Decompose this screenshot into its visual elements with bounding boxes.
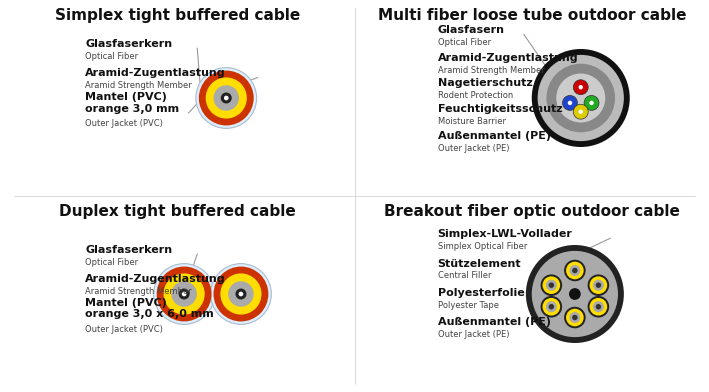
Text: Glasfaserkern: Glasfaserkern xyxy=(85,245,172,255)
Text: Aramid Strength Member: Aramid Strength Member xyxy=(85,287,192,296)
Circle shape xyxy=(574,80,588,95)
Text: Central Filler: Central Filler xyxy=(437,271,491,280)
Text: Aramid-Zugentlastung: Aramid-Zugentlastung xyxy=(437,53,579,63)
Text: Stützelement: Stützelement xyxy=(437,258,521,269)
Circle shape xyxy=(596,304,601,310)
Text: Outer Jacket (PE): Outer Jacket (PE) xyxy=(437,144,509,153)
Text: Outer Jacket (PVC): Outer Jacket (PVC) xyxy=(85,119,163,128)
Circle shape xyxy=(211,264,272,325)
Text: Optical Fiber: Optical Fiber xyxy=(85,258,138,267)
Circle shape xyxy=(568,101,572,105)
Circle shape xyxy=(566,262,584,279)
Circle shape xyxy=(574,104,588,119)
Text: Glasfasern: Glasfasern xyxy=(437,25,505,35)
Circle shape xyxy=(540,274,562,296)
Text: Optical Fiber: Optical Fiber xyxy=(437,38,491,47)
Circle shape xyxy=(172,281,197,307)
Text: Outer Jacket (PVC): Outer Jacket (PVC) xyxy=(85,325,163,334)
Circle shape xyxy=(196,68,257,129)
Text: Simplex-LWL-Vollader: Simplex-LWL-Vollader xyxy=(437,229,573,239)
Circle shape xyxy=(164,274,205,314)
Circle shape xyxy=(542,298,560,316)
Circle shape xyxy=(213,85,239,111)
Circle shape xyxy=(182,292,186,296)
Circle shape xyxy=(596,282,601,288)
Circle shape xyxy=(220,274,262,314)
Text: Breakout fiber optic outdoor cable: Breakout fiber optic outdoor cable xyxy=(384,204,680,219)
Circle shape xyxy=(235,289,247,299)
Circle shape xyxy=(564,307,586,328)
Text: Aramid-Zugentlastung: Aramid-Zugentlastung xyxy=(85,274,225,284)
Circle shape xyxy=(590,298,607,316)
Text: Polyesterfolie: Polyesterfolie xyxy=(437,288,525,298)
Circle shape xyxy=(572,268,578,273)
Text: Mantel (PVC)
orange 3,0 x 6,0 mm: Mantel (PVC) orange 3,0 x 6,0 mm xyxy=(85,298,214,319)
Text: Rodent Protection: Rodent Protection xyxy=(437,91,513,100)
Circle shape xyxy=(588,296,609,318)
Text: Aramid Strength Member: Aramid Strength Member xyxy=(437,65,545,74)
Text: Simplex tight buffered cable: Simplex tight buffered cable xyxy=(55,8,300,23)
Circle shape xyxy=(224,96,228,100)
Circle shape xyxy=(220,93,232,103)
Circle shape xyxy=(154,264,215,325)
Circle shape xyxy=(569,265,581,276)
Text: Feuchtigkeitsschutz: Feuchtigkeitsschutz xyxy=(437,103,562,114)
Circle shape xyxy=(542,276,560,294)
Text: Duplex tight buffered cable: Duplex tight buffered cable xyxy=(59,204,296,219)
Circle shape xyxy=(588,274,609,296)
Circle shape xyxy=(546,280,557,291)
Circle shape xyxy=(546,301,557,312)
Circle shape xyxy=(579,109,583,114)
Circle shape xyxy=(532,49,630,147)
Circle shape xyxy=(593,301,604,312)
Circle shape xyxy=(206,78,247,118)
Circle shape xyxy=(590,276,607,294)
Circle shape xyxy=(157,267,211,321)
Circle shape xyxy=(589,101,593,105)
Circle shape xyxy=(562,96,577,111)
Circle shape xyxy=(179,289,189,299)
Circle shape xyxy=(213,267,269,321)
Circle shape xyxy=(566,309,584,326)
Circle shape xyxy=(579,85,583,89)
Circle shape xyxy=(572,315,578,320)
Text: Optical Fiber: Optical Fiber xyxy=(85,52,138,61)
Circle shape xyxy=(549,282,554,288)
Circle shape xyxy=(540,296,562,318)
Circle shape xyxy=(593,280,604,291)
Circle shape xyxy=(239,292,243,296)
Circle shape xyxy=(584,96,599,111)
Circle shape xyxy=(569,312,581,323)
Circle shape xyxy=(569,288,581,300)
Text: Außenmantel (PE): Außenmantel (PE) xyxy=(437,317,551,327)
Text: Multi fiber loose tube outdoor cable: Multi fiber loose tube outdoor cable xyxy=(377,8,686,23)
Circle shape xyxy=(549,304,554,310)
Text: Moisture Barrier: Moisture Barrier xyxy=(437,116,506,125)
Circle shape xyxy=(526,245,624,343)
Text: Polyester Tape: Polyester Tape xyxy=(437,301,498,310)
Circle shape xyxy=(557,74,605,122)
Text: Glasfaserkern: Glasfaserkern xyxy=(85,39,172,49)
Text: Aramid Strength Member: Aramid Strength Member xyxy=(85,81,192,90)
Circle shape xyxy=(532,251,618,337)
Circle shape xyxy=(547,64,615,132)
Text: Simplex Optical Fiber: Simplex Optical Fiber xyxy=(437,242,527,251)
Circle shape xyxy=(228,281,254,307)
Text: Aramid-Zugentlastung: Aramid-Zugentlastung xyxy=(85,68,225,78)
Text: Outer Jacket (PE): Outer Jacket (PE) xyxy=(437,330,509,339)
Circle shape xyxy=(564,260,586,281)
Text: Mantel (PVC)
orange 3,0 mm: Mantel (PVC) orange 3,0 mm xyxy=(85,92,179,114)
Circle shape xyxy=(199,71,254,125)
Text: Nagetierschutz: Nagetierschutz xyxy=(437,78,532,88)
Text: Außenmantel (PE): Außenmantel (PE) xyxy=(437,131,551,141)
Circle shape xyxy=(537,55,624,141)
